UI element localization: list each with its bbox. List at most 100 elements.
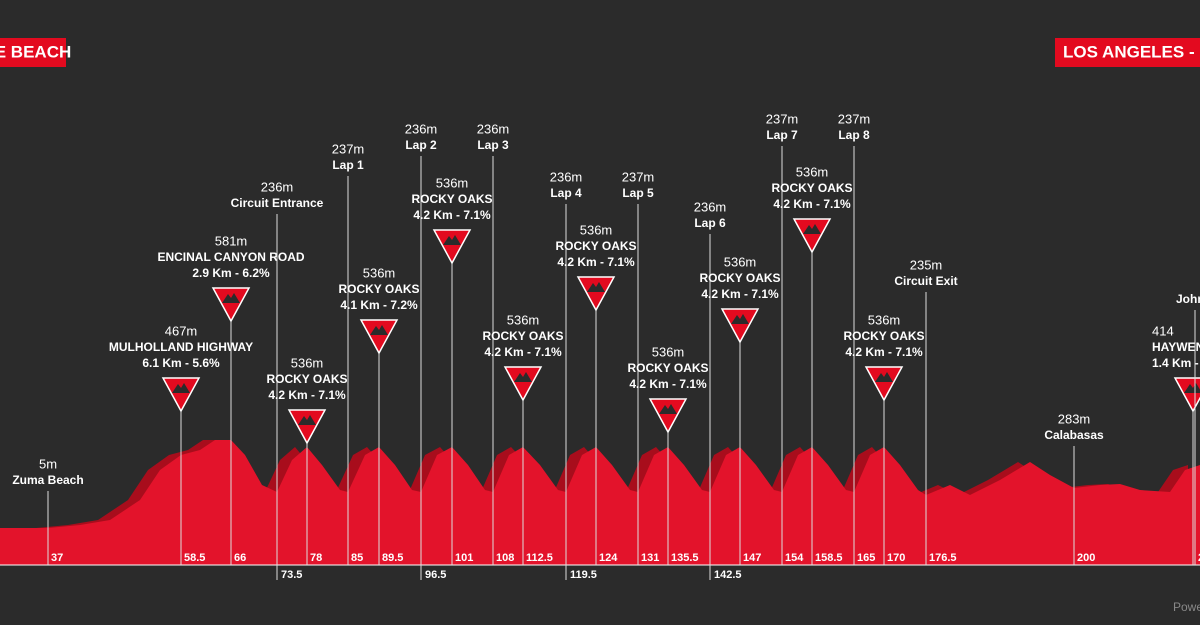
climb-triangle xyxy=(864,366,904,402)
climb-triangle xyxy=(432,229,472,265)
place-name: Lap 8 xyxy=(838,128,870,142)
km-label: 89.5 xyxy=(382,552,403,564)
footer: Powe xyxy=(1173,600,1200,614)
km-label: 200 xyxy=(1077,552,1095,564)
altitude: 536m xyxy=(652,344,685,359)
altitude: 236m xyxy=(477,121,510,136)
altitude: 237m xyxy=(838,111,871,126)
climb-detail: 4.2 Km - 7.1% xyxy=(484,345,562,359)
place-name: ROCKY OAKS xyxy=(699,271,780,285)
climb-triangle xyxy=(359,319,399,355)
altitude: 536m xyxy=(796,164,829,179)
place-name: Lap 4 xyxy=(550,186,582,200)
climb-detail: 2.9 Km - 6.2% xyxy=(192,266,270,280)
mountain-icon xyxy=(172,383,190,393)
mountain-icon xyxy=(659,404,677,414)
place-name: ROCKY OAKS xyxy=(482,329,563,343)
mountain-icon xyxy=(1184,383,1200,393)
climb-triangle xyxy=(792,218,832,254)
place-name: Zuma Beach xyxy=(12,473,83,487)
mountain-icon xyxy=(875,372,893,382)
finish-label: LOS ANGELES - G xyxy=(1063,42,1200,61)
mountain-icon xyxy=(370,325,388,335)
mountain-icon xyxy=(587,282,605,292)
climb-detail: 4.2 Km - 7.1% xyxy=(773,197,851,211)
km-label: 170 xyxy=(887,552,905,564)
place-name: MULHOLLAND HIGHWAY xyxy=(109,340,253,354)
km-label: 101 xyxy=(455,552,473,564)
km-label: 108 xyxy=(496,552,514,564)
km-label: 154 xyxy=(785,552,804,564)
altitude: 414 xyxy=(1152,323,1174,338)
place-name: ROCKY OAKS xyxy=(843,329,924,343)
place-name: ROCKY OAKS xyxy=(555,239,636,253)
altitude: 283m xyxy=(1058,411,1091,426)
start-box xyxy=(0,38,66,67)
km-label: 119.5 xyxy=(570,569,597,581)
km-label: 37 xyxy=(51,552,63,564)
finish-box xyxy=(1055,38,1200,67)
km-label: 2 xyxy=(1198,552,1200,564)
km-label: 124 xyxy=(599,552,618,564)
km-label: 96.5 xyxy=(425,569,446,581)
place-name: Lap 7 xyxy=(766,128,798,142)
altitude: 536m xyxy=(868,312,901,327)
altitude: 235m xyxy=(910,257,943,272)
km-label: 85 xyxy=(351,552,363,564)
mountain-icon xyxy=(443,235,461,245)
place-name: HAYWENHUR xyxy=(1152,340,1200,354)
km-label: 78 xyxy=(310,552,322,564)
km-label: 135.5 xyxy=(671,552,699,564)
profile-ground xyxy=(0,440,1200,565)
mountain-icon xyxy=(298,415,316,425)
place-name: ENCINAL CANYON ROAD xyxy=(157,250,304,264)
altitude: 536m xyxy=(291,355,324,370)
place-name: Circuit Entrance xyxy=(231,196,324,210)
km-label: 112.5 xyxy=(526,552,553,564)
altitude: 581m xyxy=(215,233,248,248)
climb-detail: 1.4 Km - xyxy=(1152,356,1199,370)
place-name: Lap 5 xyxy=(622,186,654,200)
altitude: 237m xyxy=(332,141,365,156)
climb-triangle xyxy=(211,287,251,323)
profile xyxy=(0,440,1200,565)
km-label: 131 xyxy=(641,552,659,564)
altitude: 236m xyxy=(405,121,438,136)
climb-triangle xyxy=(1173,377,1200,413)
km-label: 147 xyxy=(743,552,761,564)
climb-triangle xyxy=(503,366,543,402)
place-name: Lap 6 xyxy=(694,216,726,230)
place-name: Lap 1 xyxy=(332,158,364,172)
km-label: 58.5 xyxy=(184,552,205,564)
place-name: Lap 3 xyxy=(477,138,509,152)
altitude: 236m xyxy=(550,169,583,184)
climb-detail: 4.2 Km - 7.1% xyxy=(629,377,707,391)
place-name: ROCKY OAKS xyxy=(627,361,708,375)
altitude: 467m xyxy=(165,323,198,338)
climb-detail: 6.1 Km - 5.6% xyxy=(142,356,220,370)
altitude: 237m xyxy=(622,169,655,184)
climb-detail: 4.2 Km - 7.1% xyxy=(268,388,346,402)
altitude: 5m xyxy=(39,456,57,471)
climb-triangle xyxy=(720,308,760,344)
altitude: 237m xyxy=(766,111,799,126)
km-label: 142.5 xyxy=(714,569,742,581)
km-label: 176.5 xyxy=(929,552,957,564)
altitude: 236m xyxy=(694,199,727,214)
altitude: 536m xyxy=(580,222,613,237)
place-name: Lap 2 xyxy=(405,138,437,152)
mountain-icon xyxy=(803,224,821,234)
altitude: 236m xyxy=(261,179,294,194)
climb-detail: 4.2 Km - 7.1% xyxy=(845,345,923,359)
km-label: 165 xyxy=(857,552,875,564)
altitude: 536m xyxy=(507,312,540,327)
climb-detail: 4.2 Km - 7.1% xyxy=(413,208,491,222)
place-name: Calabasas xyxy=(1044,428,1104,442)
altitude: 536m xyxy=(436,175,469,190)
climb-triangle xyxy=(648,398,688,434)
place-name: ROCKY OAKS xyxy=(411,192,492,206)
mountain-icon xyxy=(514,372,532,382)
climb-detail: 4.1 Km - 7.2% xyxy=(340,298,418,312)
start-label: E BEACH xyxy=(0,42,71,61)
place-name: ROCKY OAKS xyxy=(338,282,419,296)
